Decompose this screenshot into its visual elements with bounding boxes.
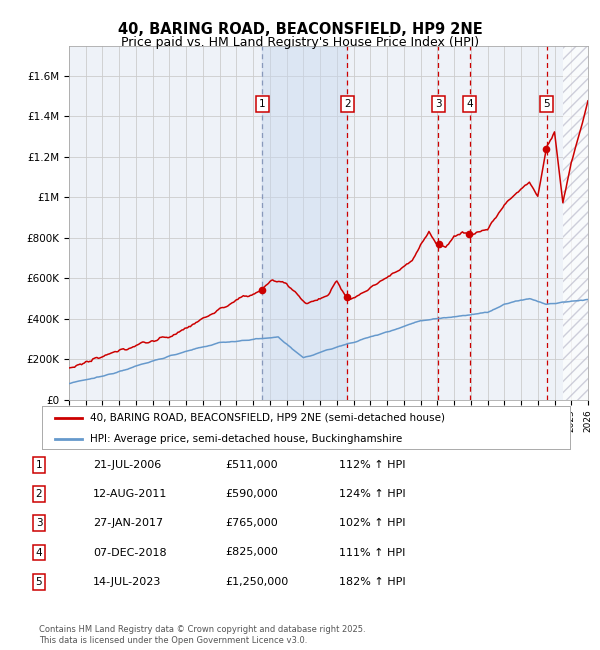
Text: 3: 3 [35,518,43,528]
Bar [262,46,347,400]
Text: 2: 2 [35,489,43,499]
Text: £1,250,000: £1,250,000 [225,577,288,587]
Text: 124% ↑ HPI: 124% ↑ HPI [339,489,406,499]
Text: 102% ↑ HPI: 102% ↑ HPI [339,518,406,528]
Text: 5: 5 [544,99,550,109]
Text: 4: 4 [466,99,473,109]
Text: £590,000: £590,000 [225,489,278,499]
Text: 14-JUL-2023: 14-JUL-2023 [93,577,161,587]
Text: 111% ↑ HPI: 111% ↑ HPI [339,547,406,558]
Text: 40, BARING ROAD, BEACONSFIELD, HP9 2NE: 40, BARING ROAD, BEACONSFIELD, HP9 2NE [118,21,482,37]
Text: 07-DEC-2018: 07-DEC-2018 [93,547,167,558]
Text: 182% ↑ HPI: 182% ↑ HPI [339,577,406,587]
Text: 112% ↑ HPI: 112% ↑ HPI [339,460,406,470]
Text: 4: 4 [35,547,43,558]
Text: HPI: Average price, semi-detached house, Buckinghamshire: HPI: Average price, semi-detached house,… [89,434,402,444]
Text: £825,000: £825,000 [225,547,278,558]
Text: 40, BARING ROAD, BEACONSFIELD, HP9 2NE (semi-detached house): 40, BARING ROAD, BEACONSFIELD, HP9 2NE (… [89,413,445,422]
Text: £511,000: £511,000 [225,460,278,470]
Text: 1: 1 [259,99,266,109]
Text: 3: 3 [435,99,442,109]
Text: 5: 5 [35,577,43,587]
Text: £765,000: £765,000 [225,518,278,528]
Text: 1: 1 [35,460,43,470]
Text: 12-AUG-2011: 12-AUG-2011 [93,489,167,499]
Text: Price paid vs. HM Land Registry's House Price Index (HPI): Price paid vs. HM Land Registry's House … [121,36,479,49]
Text: 27-JAN-2017: 27-JAN-2017 [93,518,163,528]
Text: 21-JUL-2006: 21-JUL-2006 [93,460,161,470]
Text: 2: 2 [344,99,350,109]
Text: Contains HM Land Registry data © Crown copyright and database right 2025.
This d: Contains HM Land Registry data © Crown c… [39,625,365,645]
